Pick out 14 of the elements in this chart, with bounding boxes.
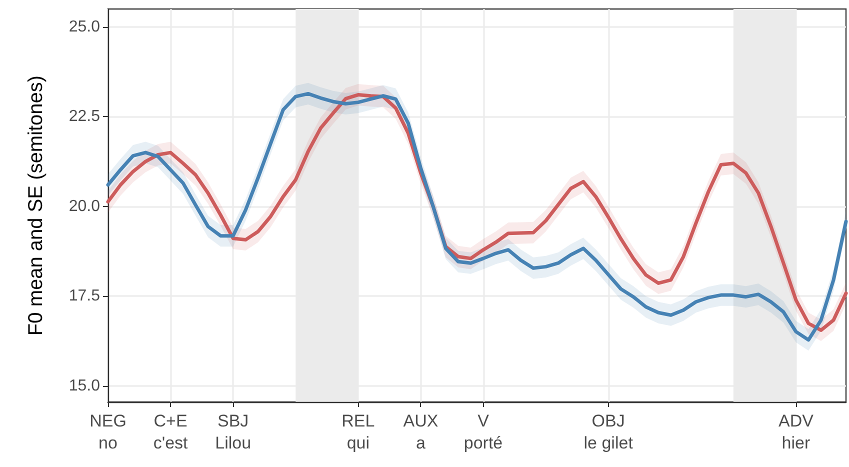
- x-tick-label: V porté: [464, 412, 503, 452]
- x-tick-label: NEG no: [90, 412, 126, 452]
- x-tick-label: REL qui: [342, 412, 375, 452]
- y-tick-label: 25.0: [68, 18, 100, 36]
- x-tick-label: C+E c'est: [153, 412, 188, 452]
- y-axis-title: F0 mean and SE (semitones): [25, 75, 47, 336]
- x-tick-label: AUX a: [403, 412, 438, 452]
- y-tick-label: 17.5: [68, 288, 100, 305]
- x-tick-label: SBJ Lilou: [215, 412, 252, 452]
- y-tick-label: 20.0: [68, 198, 100, 215]
- x-tick-label: OBJ le gilet: [584, 412, 634, 452]
- y-tick-label: 15.0: [68, 377, 100, 394]
- x-tick-label: ADV hier: [778, 412, 814, 452]
- y-tick-label: 22.5: [68, 108, 100, 126]
